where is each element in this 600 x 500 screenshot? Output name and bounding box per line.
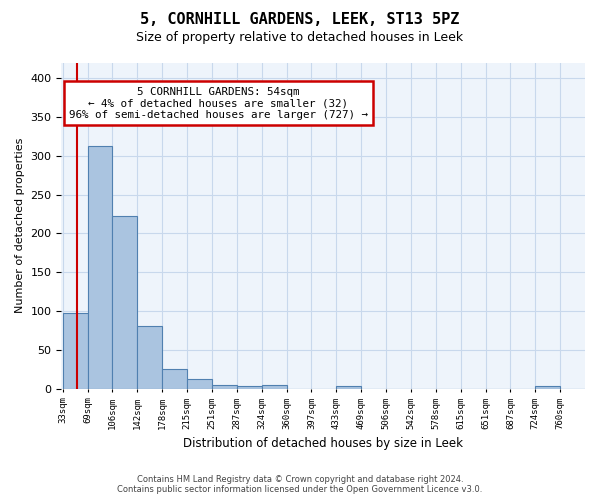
Bar (137, 326, 162, 389)
Bar (262, 385, 287, 389)
X-axis label: Distribution of detached houses by size in Leek: Distribution of detached houses by size … (183, 437, 463, 450)
Bar (187, 378, 212, 389)
Text: 5, CORNHILL GARDENS, LEEK, ST13 5PZ: 5, CORNHILL GARDENS, LEEK, ST13 5PZ (140, 12, 460, 28)
Bar (62, 312, 88, 389)
Bar (212, 385, 237, 389)
Bar (237, 386, 262, 389)
Bar (112, 216, 137, 389)
Bar (535, 386, 560, 389)
Bar (162, 368, 187, 389)
Bar (336, 386, 361, 389)
Text: Size of property relative to detached houses in Leek: Size of property relative to detached ho… (136, 31, 464, 44)
Y-axis label: Number of detached properties: Number of detached properties (15, 138, 25, 314)
Text: Contains HM Land Registry data © Crown copyright and database right 2024.
Contai: Contains HM Land Registry data © Crown c… (118, 474, 482, 494)
Text: 5 CORNHILL GARDENS: 54sqm
← 4% of detached houses are smaller (32)
96% of semi-d: 5 CORNHILL GARDENS: 54sqm ← 4% of detach… (69, 86, 368, 120)
Bar (88, 146, 112, 389)
